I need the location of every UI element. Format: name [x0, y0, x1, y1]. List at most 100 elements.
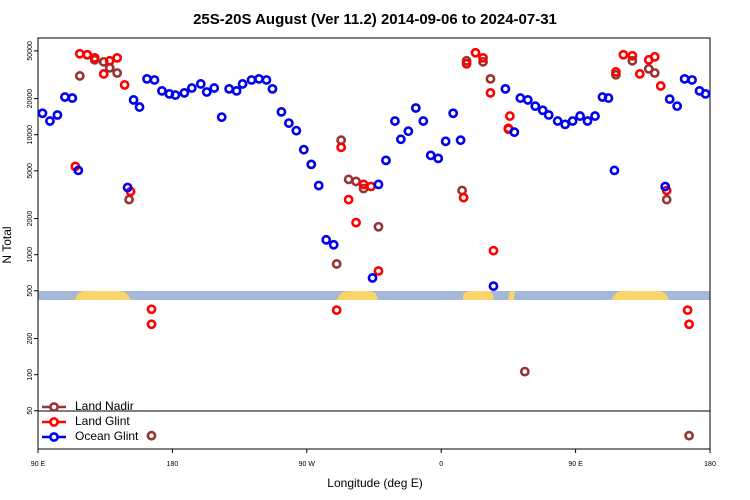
- data-point: [59, 92, 70, 102]
- data-point: [267, 83, 278, 94]
- data-point: [134, 102, 145, 112]
- data-point: [403, 126, 414, 137]
- data-point: [682, 305, 693, 316]
- land-shape: [508, 291, 515, 300]
- data-point: [186, 83, 197, 93]
- y-axis-label: N Total: [0, 226, 14, 263]
- data-point: [373, 179, 384, 190]
- data-point: [470, 47, 481, 58]
- data-point: [649, 68, 660, 78]
- x-tick-label: 0: [439, 461, 443, 468]
- data-point: [82, 49, 93, 60]
- x-tick-label: 180: [167, 461, 179, 468]
- data-point: [261, 75, 272, 85]
- data-point: [425, 150, 436, 161]
- data-point: [73, 165, 84, 176]
- data-point: [246, 75, 257, 85]
- data-point: [672, 101, 683, 112]
- data-point: [552, 116, 563, 126]
- data-point: [575, 111, 585, 121]
- data-point: [530, 101, 541, 112]
- data-point: [509, 127, 520, 138]
- data-point: [537, 105, 548, 116]
- data-point: [485, 73, 496, 84]
- plot-frame: [37, 37, 711, 450]
- data-point: [52, 110, 63, 120]
- data-point: [440, 136, 451, 147]
- data-point: [321, 234, 332, 245]
- data-point: [448, 108, 459, 119]
- y-tick-label: 500: [27, 285, 34, 297]
- data-point: [661, 194, 672, 205]
- data-point: [433, 153, 444, 164]
- y-tick-label: 100: [27, 369, 34, 381]
- data-point: [195, 79, 206, 89]
- y-tick-label: 1000: [27, 247, 34, 263]
- data-point: [45, 116, 55, 126]
- land-shape: [612, 290, 669, 300]
- data-point: [37, 108, 48, 119]
- data-point: [291, 125, 302, 136]
- data-point: [603, 93, 614, 103]
- land-shape: [75, 290, 131, 300]
- data-point: [655, 81, 666, 91]
- data-point: [488, 245, 499, 256]
- data-point: [679, 73, 690, 84]
- data-point: [504, 111, 515, 121]
- data-point: [700, 88, 711, 99]
- data-point: [611, 66, 621, 77]
- legend-label: Land Nadir: [75, 399, 134, 413]
- data-point: [119, 80, 130, 90]
- data-point: [179, 88, 190, 98]
- data-point: [455, 135, 466, 146]
- data-point: [458, 192, 469, 203]
- legend-label: Land Glint: [75, 414, 130, 428]
- data-point: [649, 51, 660, 62]
- data-point: [366, 181, 376, 192]
- data-point: [687, 75, 697, 85]
- data-point: [112, 52, 123, 63]
- data-point: [478, 56, 488, 67]
- data-point: [390, 116, 400, 126]
- data-point: [216, 112, 227, 123]
- x-tick-label: 90 E: [31, 461, 46, 468]
- data-point: [522, 95, 533, 105]
- data-point: [567, 116, 578, 126]
- data-point: [146, 319, 157, 330]
- data-point: [500, 83, 511, 94]
- data-point: [343, 174, 354, 185]
- chart-title: 25S-20S August (Ver 11.2) 2014-09-06 to …: [193, 11, 557, 28]
- data-point: [298, 144, 309, 155]
- data-point: [627, 50, 638, 61]
- data-point: [98, 69, 109, 79]
- data-point: [237, 79, 248, 89]
- data-point: [381, 155, 391, 166]
- data-point: [488, 281, 499, 292]
- data-point: [410, 103, 421, 113]
- y-tick-label: 5000: [27, 163, 34, 179]
- data-point: [112, 68, 123, 78]
- data-point: [560, 119, 571, 130]
- y-tick-label: 10000: [27, 125, 34, 145]
- data-point: [351, 217, 361, 228]
- data-point: [684, 430, 694, 441]
- data-point: [367, 273, 378, 283]
- data-point: [461, 58, 472, 69]
- x-tick-label: 90 W: [299, 461, 316, 468]
- land-shape: [462, 291, 494, 300]
- land-shape: [337, 290, 378, 300]
- legend-marker: [49, 417, 59, 427]
- data-point: [395, 134, 406, 145]
- data-point: [543, 110, 554, 120]
- data-point: [128, 95, 139, 105]
- data-point: [157, 85, 167, 96]
- data-point: [627, 55, 638, 66]
- y-tick-label: 50000: [27, 41, 34, 61]
- data-point: [485, 88, 496, 98]
- data-point: [373, 221, 384, 232]
- data-point: [67, 93, 78, 103]
- data-point: [684, 319, 694, 330]
- data-point: [231, 85, 242, 96]
- data-point: [519, 366, 530, 377]
